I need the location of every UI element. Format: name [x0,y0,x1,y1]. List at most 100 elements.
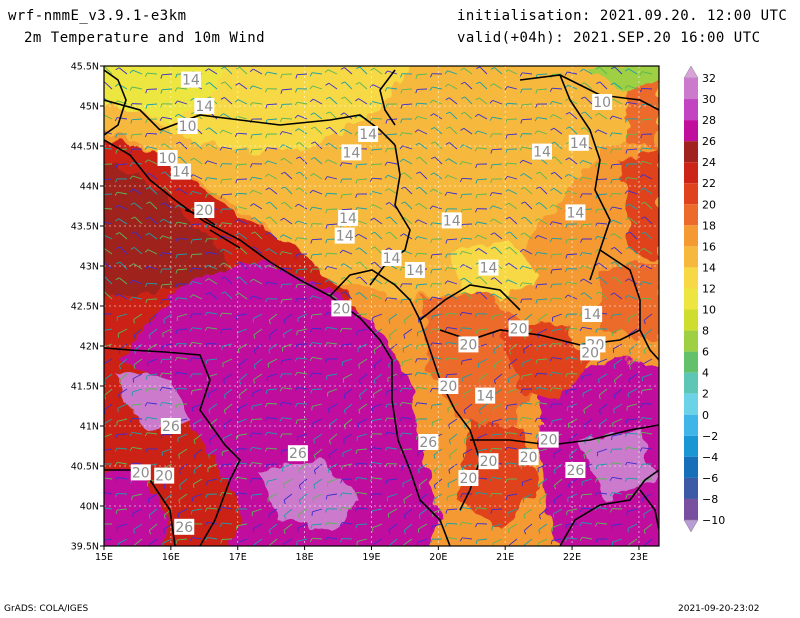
wind-barb-flag [641,216,646,219]
wind-barb-flag [400,186,405,190]
wind-barb-flag [613,364,616,369]
contour-label: 20 [581,345,599,361]
wind-barb-flag [400,283,403,288]
wind-barb-flag [639,161,643,165]
legend-swatch [684,330,698,352]
wind-barb-flag [445,142,450,145]
wind-barb-flag [520,299,523,304]
contour-label: 14 [195,99,213,115]
wind-barb [131,133,143,136]
wind-barb [581,493,593,496]
wind-barb-flag [595,194,598,199]
wind-barb [222,343,233,347]
field-sea-magenta [120,260,440,546]
wind-barb-flag [115,261,120,265]
wind-barb-flag [221,291,226,295]
wind-barb [641,118,653,121]
wind-barb-flag [549,101,553,105]
wind-barb [266,463,278,465]
legend-swatch [684,99,698,121]
wind-barb-flag [133,529,135,534]
wind-barb [341,328,353,330]
wind-barb [312,189,323,195]
wind-barb [552,418,563,422]
wind-barb-flag [283,319,286,325]
wind-barb-flag [115,434,118,439]
wind-barb-flag [595,465,598,470]
wind-barb [312,282,323,285]
wind-barb [582,160,593,165]
wind-barb-flag [220,539,223,544]
wind-barb-flag [114,293,119,297]
wind-barb [193,157,203,165]
wind-barb-flag [639,147,643,152]
wind-barb [104,291,113,300]
wind-barb-flag [265,248,269,252]
wind-barb [358,403,368,411]
wind-barb-flag [205,193,208,198]
wind-barb [148,172,158,180]
wind-barb [251,478,263,480]
wind-barb-flag [490,434,493,439]
lon-tick-label: 22E [563,552,581,563]
wind-barb [612,98,623,105]
wind-barb-flag [401,466,403,471]
wind-barb-flag [385,231,390,235]
wind-barb-flag [534,130,538,135]
wind-barb-flag [355,193,358,198]
wind-barb [449,448,458,456]
wind-barb [372,101,383,105]
wind-barb-flag [643,320,646,325]
wind-barb [312,403,323,407]
wind-barb [149,216,158,225]
wind-barb-flag [642,363,645,368]
wind-barb-flag [190,141,195,145]
wind-barb [372,477,383,480]
wind-barb-flag [294,237,298,242]
wind-barb [581,507,593,510]
wind-barb [312,508,323,513]
wind-barb [134,343,143,351]
wind-barb-flag [553,499,556,504]
wind-barb-flag [268,530,271,535]
wind-barb [419,186,428,195]
wind-barb-flag [459,178,463,183]
wind-barb [146,103,158,106]
wind-barb [627,295,638,300]
wind-barb-flag [355,292,360,295]
wind-barb [282,463,293,469]
wind-barb [266,118,278,121]
wind-barb [401,88,413,91]
wind-barb-flag [506,231,511,234]
wind-barb-flag [445,253,448,258]
lon-tick-label: 23E [630,552,648,563]
wind-barb [612,433,623,437]
wind-barb-flag [490,509,493,514]
wind-barb [612,115,623,120]
wind-barb [267,358,278,364]
wind-barb [119,232,128,240]
wind-barb [537,538,548,544]
wind-barb-flag [204,327,208,332]
wind-barb-flag [129,418,133,423]
wind-barb-flag [579,160,583,164]
wind-barb-flag [388,364,390,369]
wind-barb-flag [148,530,152,535]
wind-barb-flag [610,276,615,280]
wind-barb [612,328,623,333]
wind-barb [238,292,248,300]
wind-barb-flag [204,177,208,182]
wind-barb [552,371,563,375]
wind-barb-flag [414,253,418,258]
wind-barb [357,448,368,451]
wind-barb [522,146,533,150]
wind-barb [372,508,383,512]
wind-barb [268,173,278,180]
valid-time: valid(+04h): 2021.SEP.20 16:00 UTC [457,30,761,46]
wind-barb-flag [564,281,568,286]
wind-barb-flag [190,224,193,229]
wind-barb [433,493,443,500]
contour-label-box [568,134,589,151]
wind-barb [282,144,293,150]
wind-barb-flag [206,481,208,486]
